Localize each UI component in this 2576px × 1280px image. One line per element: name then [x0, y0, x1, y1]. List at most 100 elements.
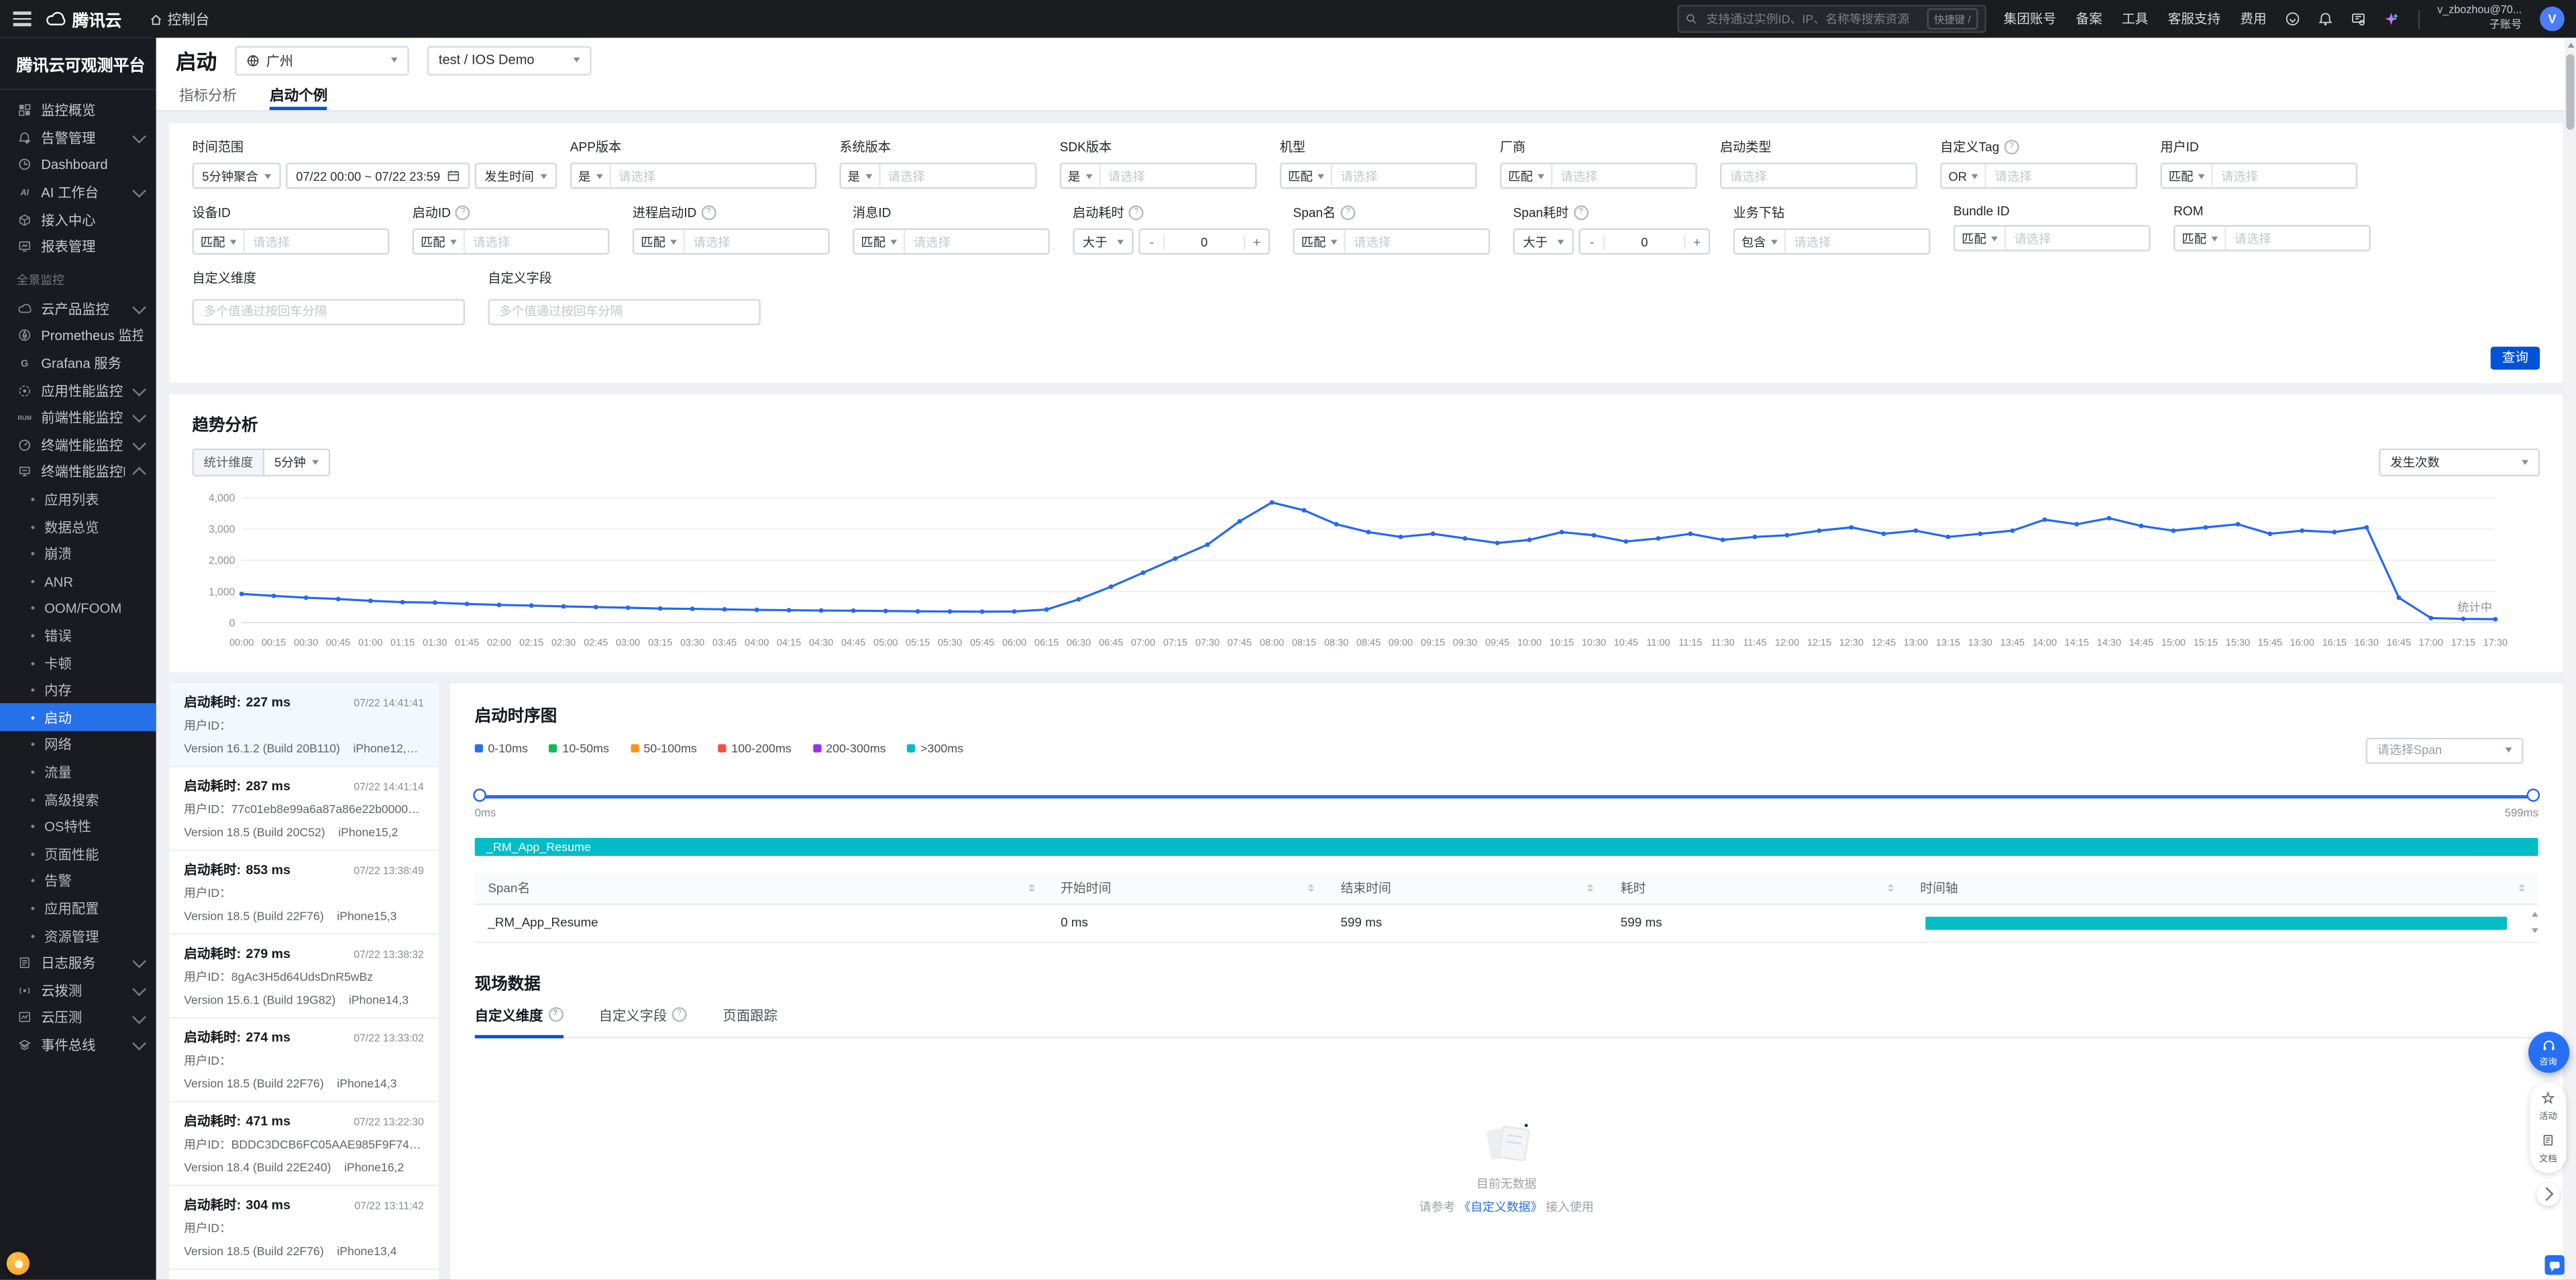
region-select[interactable]: 广州 [235, 45, 409, 75]
filter-select[interactable]: 是请选择 [1059, 162, 1257, 189]
minus-button[interactable]: - [1149, 233, 1154, 250]
sidebar-item-监控概览[interactable]: 监控概览 [0, 97, 156, 124]
launch-list-item[interactable]: 启动耗时: 279 ms 07/22 13:38:32 用户ID：8gAc3H5d64… [169, 934, 439, 1018]
filter-select[interactable]: 匹配 请选择 [2174, 225, 2371, 252]
plus-button[interactable]: + [1693, 233, 1701, 250]
sidebar-item-报表管理[interactable]: 报表管理 [0, 233, 156, 261]
topbar-menu-费用[interactable]: 费用 [2240, 11, 2267, 27]
match-mode-select[interactable]: 匹配 [194, 229, 245, 254]
filter-select[interactable]: 匹配 请选择 [1279, 162, 1477, 189]
topbar-menu-客服支持[interactable]: 客服支持 [2167, 11, 2220, 27]
search-input[interactable] [1703, 9, 1921, 28]
aggregation-select[interactable]: 5分钟聚合 [192, 162, 282, 189]
match-mode-select[interactable]: 包含 [1735, 229, 1786, 254]
filter-input-自定义维度[interactable] [192, 298, 466, 325]
sort-icon[interactable] [1587, 883, 1595, 892]
sidebar-subitem-卡顿[interactable]: 卡顿 [0, 649, 156, 677]
console-config-icon[interactable] [2350, 11, 2366, 27]
filter-select[interactable]: 匹配 请选择 [192, 228, 390, 255]
operator-select[interactable]: 大于 [1073, 228, 1134, 255]
sidebar-subitem-资源管理[interactable]: 资源管理 [0, 922, 156, 949]
sidebar-subitem-OS特性[interactable]: OS特性 [0, 813, 156, 841]
match-mode-select[interactable]: 匹配 [1501, 164, 1553, 188]
sidebar-subitem-应用配置[interactable]: 应用配置 [0, 895, 156, 922]
sidebar-item-AI 工作台[interactable]: AI AI 工作台 [0, 178, 156, 206]
sidebar-item-Grafana 服务[interactable]: G Grafana 服务 [0, 350, 156, 377]
sidebar-subitem-ANR[interactable]: ANR [0, 568, 156, 595]
filter-select[interactable]: 是请选择 [839, 162, 1037, 189]
sort-icon[interactable] [1887, 883, 1894, 892]
column-header-时间轴[interactable]: 时间轴 [1907, 878, 2538, 896]
query-button[interactable]: 查询 [2490, 346, 2540, 369]
column-header-开始时间[interactable]: 开始时间 [1047, 878, 1327, 896]
match-mode-select[interactable]: 匹配 [2162, 164, 2213, 188]
sidebar-item-Prometheus 监控[interactable]: Prometheus 监控 [0, 322, 156, 350]
sidebar-subitem-内存[interactable]: 内存 [0, 677, 156, 704]
sidebar-item-云拨测[interactable]: 云拨测 [0, 977, 156, 1004]
match-mode-select[interactable]: 是 [572, 164, 610, 188]
sidebar-subitem-高级搜索[interactable]: 高级搜索 [0, 786, 156, 813]
sidebar-item-云产品监控[interactable]: 云产品监控 [0, 295, 156, 323]
match-mode-select[interactable]: 匹配 [1295, 229, 1346, 254]
sidebar-subitem-启动[interactable]: 启动 [0, 704, 156, 731]
filter-select[interactable]: 包含 请选择 [1733, 228, 1931, 255]
sort-icon[interactable] [1028, 883, 1034, 892]
operator-select[interactable]: 大于 [1513, 228, 1574, 255]
sort-icon[interactable] [1307, 883, 1315, 892]
avatar[interactable]: V [2540, 6, 2565, 32]
timeline-span-bar[interactable]: _RM_App_Resume [474, 837, 2538, 855]
tencent-cloud-logo[interactable]: 腾讯云 [46, 7, 121, 32]
span-table-row[interactable]: _RM_App_Resume 0 ms 599 ms 599 ms [474, 904, 2538, 943]
sidebar-item-日志服务[interactable]: 日志服务 [0, 949, 156, 977]
scroll-down-icon[interactable] [2531, 927, 2538, 932]
minus-button[interactable]: - [1589, 233, 1595, 250]
sidebar-subitem-OOM/FOOM[interactable]: OOM/FOOM [0, 595, 156, 623]
plus-button[interactable]: + [1252, 233, 1261, 250]
sidebar-item-告警管理[interactable]: 告警管理 [0, 124, 156, 152]
sidebar-subitem-错误[interactable]: 错误 [0, 622, 156, 649]
context-tab-自定义维度[interactable]: 自定义维度? [474, 1005, 563, 1038]
stat-dimension-select[interactable]: 统计维度 5分钟 [192, 447, 331, 476]
sidebar-item-前端性能监控[interactable]: RUM 前端性能监控 [0, 404, 156, 431]
topbar-menu-工具[interactable]: 工具 [2122, 11, 2149, 27]
filter-select[interactable]: 请选择 [1720, 162, 1917, 189]
tab-指标分析[interactable]: 指标分析 [178, 87, 237, 104]
consult-button[interactable]: 咨询 [2527, 1031, 2569, 1073]
launch-list-item[interactable]: 启动耗时: 304 ms 07/22 13:11:42 用户ID： Version 18… [169, 1185, 439, 1269]
launch-list-item[interactable]: 启动耗时: 471 ms 07/22 13:22:30 用户ID：BDDC3DCB6F… [169, 1102, 439, 1185]
span-select[interactable]: 请选择Span [2365, 737, 2524, 763]
app-select[interactable]: test / IOS Demo [427, 45, 592, 75]
account-info[interactable]: v_zbozhou@70... 子账号 [2437, 4, 2522, 34]
sidebar-subitem-崩溃[interactable]: 崩溃 [0, 540, 156, 568]
notification-bell-icon[interactable] [2317, 11, 2333, 27]
match-mode-select[interactable]: 匹配 [854, 229, 906, 254]
filter-select[interactable]: 匹配 请选择 [2160, 162, 2358, 189]
context-tab-页面跟踪[interactable]: 页面跟踪 [723, 1005, 777, 1038]
sidebar-item-应用性能监控[interactable]: 应用性能监控 [0, 377, 156, 405]
date-range-picker[interactable]: 07/22 00:00 ~ 07/22 23:59 [286, 162, 470, 189]
scrollbar-up-arrow[interactable] [2565, 38, 2576, 51]
table-scroll-arrows[interactable] [2531, 910, 2538, 932]
hamburger-menu-icon[interactable] [13, 12, 32, 26]
sidebar-item-事件总线[interactable]: 事件总线 [0, 1031, 156, 1059]
sort-icon[interactable] [2518, 883, 2526, 892]
match-mode-select[interactable]: 匹配 [1281, 164, 1333, 188]
match-mode-select[interactable]: 匹配 [634, 229, 686, 254]
feedback-corner-button[interactable] [2544, 1255, 2565, 1275]
time-type-select[interactable]: 发生时间 [474, 162, 557, 189]
dock-item-文档[interactable]: 文档 [2539, 1134, 2557, 1165]
launch-list-item[interactable]: 启动耗时: 287 ms 07/22 14:41:14 用户ID：77c01eb8e9… [169, 766, 439, 851]
match-mode-select[interactable]: OR [1942, 164, 1987, 188]
tab-启动个例[interactable]: 启动个例 [270, 82, 328, 111]
match-mode-select[interactable]: 是 [841, 164, 880, 188]
filter-select[interactable]: 匹配 请选择 [1499, 162, 1697, 189]
launch-list-item[interactable]: 启动耗时: 853 ms 07/22 13:38:49 用户ID： Version 18… [169, 850, 439, 935]
filter-select[interactable]: 匹配 请选择 [1293, 228, 1491, 255]
window-scrollbar[interactable] [2564, 38, 2576, 1280]
voice-icon[interactable] [2284, 11, 2300, 27]
time-range-slider[interactable] [473, 788, 2540, 804]
sidebar-subitem-流量[interactable]: 流量 [0, 759, 156, 786]
dock-item-活动[interactable]: 活动 [2539, 1091, 2557, 1122]
match-mode-select[interactable]: 是 [1061, 164, 1100, 188]
filter-select[interactable]: 匹配 请选择 [632, 228, 830, 255]
